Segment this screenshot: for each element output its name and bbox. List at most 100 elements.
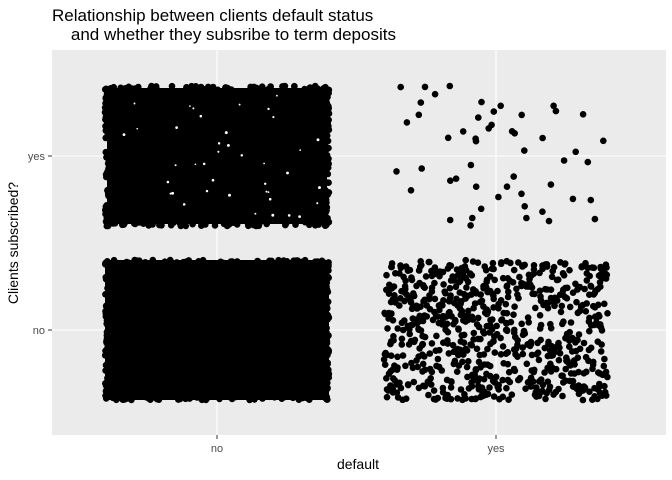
- point-yes-no: [443, 320, 451, 328]
- point-no-yes: [303, 86, 311, 93]
- point-yes-no: [429, 316, 437, 324]
- point-yes-no: [518, 320, 525, 328]
- point-yes-no: [467, 341, 474, 348]
- point-no-yes: [321, 112, 329, 120]
- point-cloud-gap: [268, 197, 272, 201]
- point-yes-no: [601, 382, 608, 390]
- point-yes-yes: [472, 183, 480, 190]
- point-yes-no: [383, 375, 390, 382]
- point-yes-no: [470, 304, 477, 312]
- point-cloud-gap: [166, 180, 170, 184]
- point-no-no: [322, 269, 329, 277]
- point-yes-no: [414, 363, 422, 371]
- point-no-yes: [321, 219, 329, 227]
- point-yes-no: [462, 256, 470, 264]
- point-yes-no: [399, 352, 407, 359]
- point-yes-no: [510, 311, 517, 319]
- point-yes-no: [509, 279, 517, 286]
- point-yes-no: [450, 360, 458, 368]
- point-yes-no: [585, 346, 593, 354]
- point-no-no: [110, 256, 118, 264]
- point-yes-no: [396, 379, 403, 387]
- point-yes-no: [428, 284, 436, 292]
- point-yes-no: [422, 273, 430, 280]
- point-yes-yes: [497, 102, 505, 110]
- point-yes-no: [421, 333, 429, 341]
- point-no-no: [324, 396, 331, 403]
- point-yes-no: [412, 316, 420, 323]
- point-yes-no: [544, 304, 552, 312]
- point-yes-no: [490, 393, 498, 400]
- point-yes-no: [402, 263, 410, 270]
- point-cloud-gap: [271, 213, 275, 217]
- point-yes-yes: [547, 181, 555, 188]
- point-yes-no: [480, 330, 488, 337]
- x-tick-label-yes: yes: [487, 443, 505, 455]
- point-yes-no: [457, 386, 465, 393]
- point-yes-no: [579, 396, 587, 404]
- point-yes-no: [463, 284, 470, 291]
- point-no-no: [198, 396, 206, 403]
- point-yes-no: [522, 385, 529, 393]
- point-yes-no: [448, 378, 455, 386]
- point-yes-no: [487, 287, 494, 295]
- point-no-yes: [323, 85, 330, 93]
- point-no-no: [102, 275, 110, 283]
- point-cloud-gap: [175, 126, 178, 129]
- point-yes-no: [402, 395, 410, 403]
- point-yes-no: [539, 387, 546, 395]
- point-yes-no: [387, 382, 394, 389]
- point-yes-no: [468, 272, 476, 279]
- point-yes-no: [499, 376, 507, 384]
- point-yes-no: [381, 361, 389, 369]
- point-no-no: [275, 256, 282, 264]
- point-no-no: [145, 260, 153, 267]
- point-yes-no: [567, 319, 575, 326]
- point-no-no: [199, 256, 207, 264]
- point-yes-no: [576, 345, 584, 353]
- point-yes-yes: [407, 187, 415, 194]
- point-yes-no: [407, 321, 415, 329]
- point-yes-no: [527, 374, 535, 382]
- point-yes-no: [402, 362, 409, 370]
- point-yes-no: [562, 284, 569, 292]
- point-yes-no: [402, 285, 409, 293]
- point-yes-no: [477, 393, 484, 401]
- point-no-yes: [324, 123, 331, 131]
- point-no-no: [175, 260, 182, 268]
- point-yes-yes: [446, 82, 454, 90]
- point-no-yes: [321, 179, 329, 186]
- point-yes-yes: [421, 83, 429, 91]
- point-yes-no: [476, 351, 484, 359]
- point-yes-no: [449, 341, 457, 349]
- point-yes-no: [508, 391, 516, 399]
- point-yes-no: [596, 370, 604, 377]
- point-no-yes: [248, 85, 255, 93]
- point-cloud-gap: [192, 107, 195, 110]
- point-yes-no: [493, 330, 501, 338]
- y-axis-title: Clients subscribed?: [5, 182, 21, 304]
- point-yes-no: [473, 290, 480, 297]
- point-yes-no: [597, 263, 604, 271]
- point-yes-no: [552, 365, 560, 373]
- point-no-yes: [227, 86, 235, 93]
- point-no-yes: [282, 220, 290, 227]
- point-cloud-gap: [199, 114, 203, 118]
- point-yes-no: [446, 295, 454, 302]
- point-no-no: [289, 394, 297, 402]
- point-yes-no: [535, 356, 543, 364]
- point-yes-no: [498, 259, 505, 266]
- point-no-no: [128, 396, 135, 404]
- point-no-no: [278, 395, 286, 403]
- point-yes-no: [566, 266, 573, 274]
- point-cloud-gap: [267, 107, 270, 111]
- point-cloud-gap: [275, 94, 278, 97]
- point-yes-no: [543, 299, 550, 307]
- point-cloud-gap: [318, 186, 321, 190]
- point-no-yes: [102, 148, 110, 156]
- point-no-no: [325, 274, 333, 282]
- point-no-no: [323, 339, 331, 347]
- point-yes-no: [604, 373, 611, 381]
- point-yes-no: [578, 387, 585, 394]
- point-yes-no: [421, 383, 429, 390]
